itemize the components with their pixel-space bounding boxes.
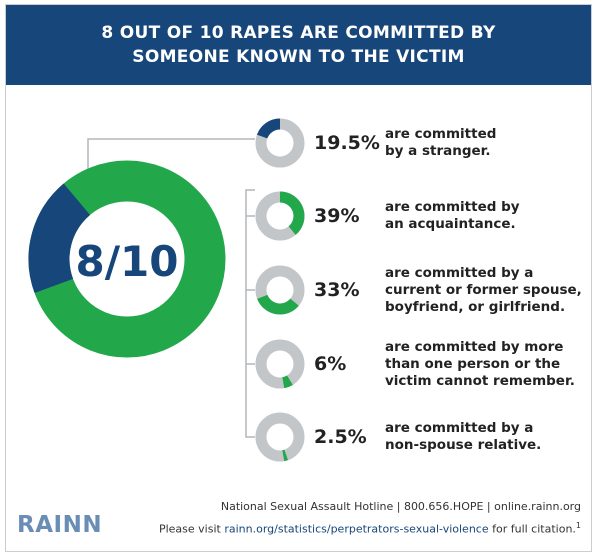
page-title: 8 OUT OF 10 RAPES ARE COMMITTED BY SOMEO…: [101, 23, 496, 67]
header-banner: 8 OUT OF 10 RAPES ARE COMMITTED BY SOMEO…: [6, 5, 591, 85]
item-donut-segment: [282, 375, 293, 389]
item-description-line: are committed by a: [385, 420, 534, 436]
item-description: are committed by more than one person or …: [385, 339, 595, 390]
hotline-text: National Sexual Assault Hotline | 800.65…: [220, 500, 581, 513]
item-percentage: 33%: [314, 279, 360, 301]
connector-known-bracket: [245, 189, 255, 438]
item-description-line: victim cannot remember.: [385, 372, 575, 389]
item-description-line: current or former spouse,: [385, 281, 582, 298]
item-description-line: are committed by more: [385, 338, 564, 355]
connector-stranger: [87, 138, 255, 173]
item-description-line: are committed: [385, 126, 497, 142]
item-description: are committed by a stranger.: [385, 126, 595, 160]
item-description-line: an acquaintance.: [385, 216, 516, 232]
citation-prefix: Please visit: [158, 522, 225, 536]
main-donut-ratio-label: 8/10: [75, 237, 179, 286]
item-description-line: by a stranger.: [385, 143, 491, 159]
item-donut-segment: [256, 118, 281, 139]
item-donut-segment: [257, 294, 299, 315]
item-donut-segment: [282, 449, 288, 462]
item-description-line: are committed by a: [385, 264, 534, 281]
item-donut-segment: [279, 191, 305, 235]
rainn-logo: RAINN: [17, 512, 103, 538]
item-description: are committed by an acquaintance.: [385, 199, 595, 233]
citation-number: 1: [575, 521, 581, 530]
citation-text: Please visit rainn.org/statistics/perpet…: [159, 521, 581, 536]
item-percentage: 2.5%: [314, 426, 367, 448]
item-percentage: 39%: [314, 205, 360, 227]
citation-suffix: for full citation.: [488, 522, 576, 536]
item-percentage: 19.5%: [314, 132, 380, 154]
item-description: are committed by a non-spouse relative.: [385, 420, 595, 454]
item-percentage: 6%: [314, 353, 347, 375]
item-donut-track: [255, 412, 305, 462]
item-description-line: boyfriend, or girlfriend.: [385, 298, 566, 315]
item-description: are committed by a current or former spou…: [385, 265, 595, 316]
infographic-frame: 8 OUT OF 10 RAPES ARE COMMITTED BY SOMEO…: [5, 4, 592, 552]
item-description-line: than one person or the: [385, 355, 561, 372]
item-description-line: are committed by: [385, 199, 520, 215]
citation-link[interactable]: rainn.org/statistics/perpetrators-sexual…: [224, 522, 489, 536]
main-donut-stranger-segment: [28, 183, 91, 293]
item-description-line: non-spouse relative.: [385, 437, 542, 453]
item-donut-track: [255, 339, 305, 389]
